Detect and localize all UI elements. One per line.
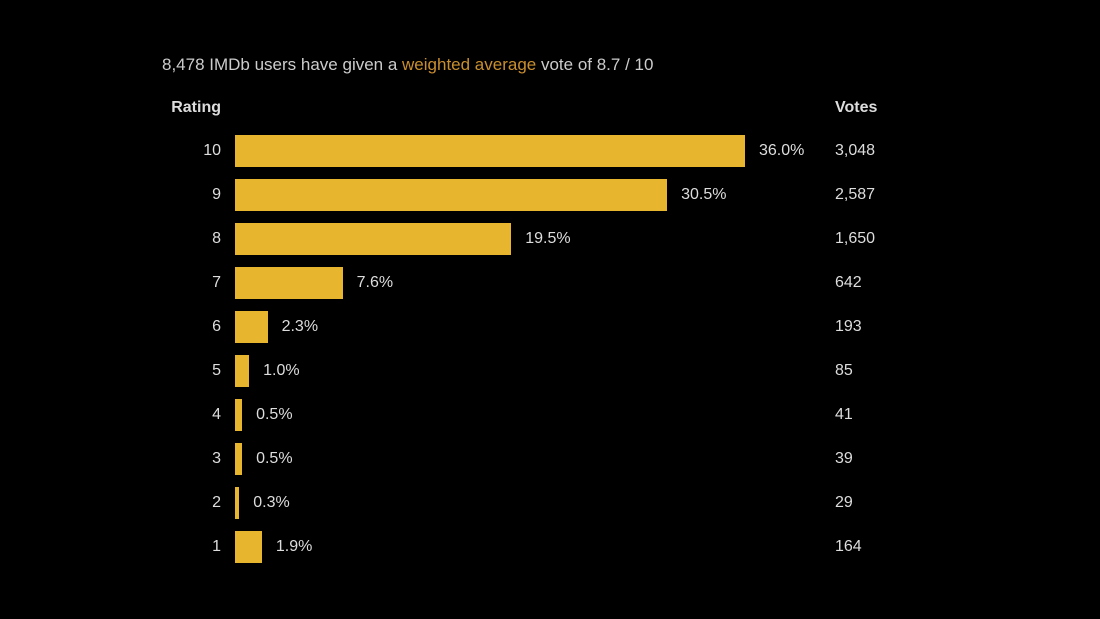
- rating-label: 9: [0, 186, 235, 204]
- rating-row: 7 7.6% 642: [0, 261, 1100, 305]
- bar-wrap: 0.5%: [235, 399, 823, 431]
- bar-cell: 1.9%: [235, 531, 823, 563]
- bar: [235, 487, 239, 519]
- ratings-panel: 8,478 IMDb users have given a weighted a…: [0, 0, 1100, 619]
- bar-cell: 2.3%: [235, 311, 823, 343]
- votes-label: 3,048: [823, 142, 1023, 160]
- rating-row: 4 0.5% 41: [0, 393, 1100, 437]
- bar-cell: 30.5%: [235, 179, 823, 211]
- votes-label: 41: [823, 406, 1023, 424]
- bar-wrap: 7.6%: [235, 267, 823, 299]
- bar-cell: 19.5%: [235, 223, 823, 255]
- rating-row: 10 36.0% 3,048: [0, 129, 1100, 173]
- rating-label: 4: [0, 406, 235, 424]
- votes-label: 29: [823, 494, 1023, 512]
- bar: [235, 531, 262, 563]
- weighted-average-link[interactable]: weighted average: [402, 55, 536, 74]
- rating-row: 6 2.3% 193: [0, 305, 1100, 349]
- rating-row: 1 1.9% 164: [0, 525, 1100, 569]
- bar-wrap: 36.0%: [235, 135, 823, 167]
- votes-label: 2,587: [823, 186, 1023, 204]
- rating-label: 2: [0, 494, 235, 512]
- bar-wrap: 1.0%: [235, 355, 823, 387]
- bar-wrap: 2.3%: [235, 311, 823, 343]
- column-headers: Rating Votes: [0, 99, 1100, 117]
- bar-cell: 0.3%: [235, 487, 823, 519]
- bar-wrap: 1.9%: [235, 531, 823, 563]
- rating-label: 1: [0, 538, 235, 556]
- rating-label: 7: [0, 274, 235, 292]
- percent-label: 30.5%: [681, 186, 726, 204]
- rating-label: 10: [0, 142, 235, 160]
- bar: [235, 135, 745, 167]
- rating-row: 2 0.3% 29: [0, 481, 1100, 525]
- rating-label: 8: [0, 230, 235, 248]
- votes-label: 1,650: [823, 230, 1023, 248]
- votes-label: 39: [823, 450, 1023, 468]
- rating-label: 6: [0, 318, 235, 336]
- percent-label: 2.3%: [282, 318, 318, 336]
- percent-label: 7.6%: [357, 274, 393, 292]
- percent-label: 0.5%: [256, 406, 292, 424]
- bar-wrap: 0.5%: [235, 443, 823, 475]
- bar-cell: 7.6%: [235, 267, 823, 299]
- votes-label: 642: [823, 274, 1023, 292]
- bar-wrap: 19.5%: [235, 223, 823, 255]
- percent-label: 36.0%: [759, 142, 804, 160]
- bar: [235, 443, 242, 475]
- bar: [235, 399, 242, 431]
- bar: [235, 179, 667, 211]
- rating-row: 3 0.5% 39: [0, 437, 1100, 481]
- bar-cell: 0.5%: [235, 399, 823, 431]
- rating-row: 5 1.0% 85: [0, 349, 1100, 393]
- percent-label: 1.9%: [276, 538, 312, 556]
- rating-row: 8 19.5% 1,650: [0, 217, 1100, 261]
- percent-label: 0.5%: [256, 450, 292, 468]
- rows-container: 1036.0%3,048930.5%2,587819.5%1,65077.6%6…: [0, 129, 1100, 569]
- bar-wrap: 0.3%: [235, 487, 823, 519]
- bar: [235, 355, 249, 387]
- summary-line: 8,478 IMDb users have given a weighted a…: [162, 55, 1100, 75]
- rating-label: 3: [0, 450, 235, 468]
- bar: [235, 311, 268, 343]
- votes-label: 193: [823, 318, 1023, 336]
- header-rating: Rating: [0, 99, 235, 117]
- summary-prefix: 8,478 IMDb users have given a: [162, 55, 402, 74]
- rating-row: 9 30.5% 2,587: [0, 173, 1100, 217]
- votes-label: 85: [823, 362, 1023, 380]
- bar: [235, 223, 511, 255]
- bar-cell: 1.0%: [235, 355, 823, 387]
- votes-label: 164: [823, 538, 1023, 556]
- rating-label: 5: [0, 362, 235, 380]
- summary-suffix: vote of 8.7 / 10: [536, 55, 653, 74]
- percent-label: 19.5%: [525, 230, 570, 248]
- bar: [235, 267, 343, 299]
- percent-label: 1.0%: [263, 362, 299, 380]
- percent-label: 0.3%: [253, 494, 289, 512]
- bar-cell: 36.0%: [235, 135, 823, 167]
- bar-cell: 0.5%: [235, 443, 823, 475]
- bar-wrap: 30.5%: [235, 179, 823, 211]
- header-votes: Votes: [823, 99, 1023, 117]
